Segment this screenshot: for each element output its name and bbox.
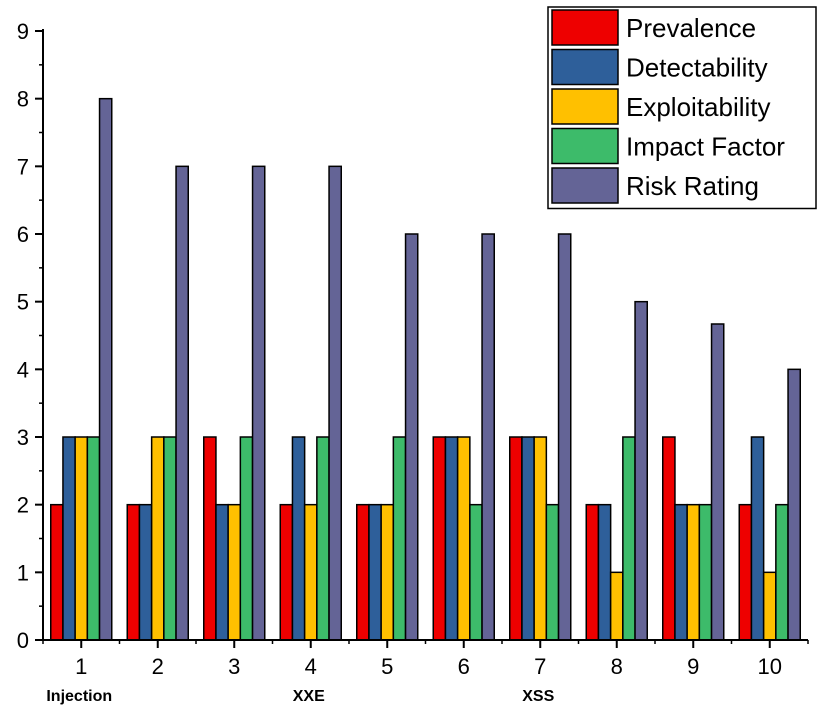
- bar-prevalence-4: [279, 503, 294, 641]
- bar-prevalence-7: [509, 436, 523, 641]
- bar-risk-rating-1: [98, 97, 113, 641]
- bar-impact-factor-8: [622, 436, 636, 641]
- bar-risk-rating-8: [634, 300, 648, 641]
- legend-swatch-prevalence: [551, 9, 619, 46]
- legend-label-impact-factor: Impact Factor: [626, 132, 785, 162]
- y-tick-label: 6: [17, 222, 29, 247]
- bar-prevalence-10: [738, 503, 753, 641]
- x-tick-label: 1: [75, 654, 87, 679]
- bar-prevalence-1: [50, 503, 64, 641]
- bar-detectability-3: [215, 503, 229, 641]
- bar-impact-factor-2: [163, 436, 177, 641]
- x-tick-label: 10: [758, 654, 782, 679]
- bar-risk-rating-7: [557, 233, 572, 641]
- legend-swatch-impact-factor: [551, 127, 619, 165]
- y-tick-label: 7: [17, 154, 29, 179]
- legend-label-risk-rating: Risk Rating: [626, 171, 759, 201]
- bar-risk-rating-10: [787, 368, 801, 641]
- bar-exploitability-10: [762, 571, 777, 641]
- bar-impact-factor-7: [545, 503, 560, 641]
- x-tick-label: 5: [381, 654, 393, 679]
- bar-detectability-2: [138, 503, 153, 641]
- category-note-injection: Injection: [46, 688, 112, 705]
- y-tick-label: 1: [17, 560, 29, 585]
- y-tick-label: 2: [17, 493, 29, 518]
- bar-prevalence-9: [662, 436, 676, 641]
- y-tick-label: 8: [17, 87, 29, 112]
- bar-impact-factor-5: [392, 436, 407, 641]
- bar-exploitability-9: [686, 503, 701, 641]
- bar-exploitability-1: [74, 436, 89, 641]
- bar-impact-factor-9: [698, 503, 713, 641]
- x-tick-label: 9: [687, 654, 699, 679]
- bar-risk-rating-9: [710, 323, 725, 641]
- bar-risk-rating-3: [251, 165, 266, 641]
- bar-impact-factor-10: [775, 503, 789, 641]
- bar-exploitability-8: [609, 571, 624, 641]
- bar-impact-factor-4: [316, 436, 330, 641]
- bar-exploitability-6: [456, 436, 471, 641]
- bar-exploitability-3: [227, 503, 242, 641]
- legend: Prevalence Detectability Exploitability Imp…: [547, 6, 817, 210]
- bar-exploitability-2: [150, 436, 165, 641]
- bar-detectability-4: [291, 436, 306, 641]
- x-tick-label: 6: [458, 654, 470, 679]
- axes-layer: 0 1 2 3 4 5 6 7 8 9 1 2 3 4 5 6 7 8 9 10 Injection XXE XSS: [17, 19, 809, 705]
- y-tick-label: 5: [17, 290, 29, 315]
- x-tick-label: 2: [152, 654, 164, 679]
- y-tick-label: 0: [17, 628, 29, 653]
- bar-prevalence-3: [203, 436, 217, 641]
- y-tick-label: 4: [17, 357, 29, 382]
- category-note-xxe: XXE: [293, 688, 325, 705]
- bar-prevalence-6: [432, 436, 447, 641]
- bar-risk-rating-6: [481, 233, 495, 641]
- bar-exploitability-7: [533, 436, 548, 641]
- x-tick-label: 7: [534, 654, 546, 679]
- bar-impact-factor-6: [469, 503, 483, 641]
- bar-prevalence-2: [126, 503, 141, 641]
- legend-swatch-risk-rating: [551, 167, 619, 204]
- legend-swatch-detectability: [551, 48, 619, 86]
- bar-impact-factor-3: [239, 436, 254, 641]
- legend-label-exploitability: Exploitability: [626, 92, 771, 122]
- x-tick-label: 8: [611, 654, 623, 679]
- bar-detectability-10: [750, 436, 765, 641]
- legend-swatch-exploitability: [551, 88, 619, 125]
- y-tick-label: 9: [17, 19, 29, 44]
- bar-risk-rating-4: [328, 165, 342, 641]
- bar-detectability-1: [62, 436, 76, 641]
- bar-prevalence-5: [356, 503, 370, 641]
- bar-impact-factor-1: [86, 436, 101, 641]
- bar-exploitability-5: [380, 503, 395, 641]
- bar-detectability-5: [368, 503, 382, 641]
- y-tick-label: 3: [17, 425, 29, 450]
- category-note-xss: XSS: [522, 688, 554, 705]
- x-tick-label: 3: [228, 654, 240, 679]
- bar-risk-rating-5: [404, 233, 419, 641]
- legend-label-prevalence: Prevalence: [626, 13, 756, 43]
- bar-detectability-8: [597, 503, 612, 641]
- bar-detectability-7: [521, 436, 535, 641]
- bar-risk-rating-2: [175, 165, 190, 641]
- bar-detectability-9: [674, 503, 688, 641]
- x-tick-label: 4: [305, 654, 317, 679]
- bar-exploitability-4: [303, 503, 318, 641]
- legend-label-detectability: Detectability: [626, 53, 768, 83]
- bar-prevalence-8: [585, 503, 600, 641]
- bar-detectability-6: [444, 436, 459, 641]
